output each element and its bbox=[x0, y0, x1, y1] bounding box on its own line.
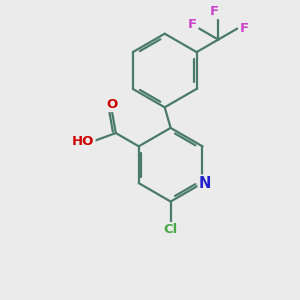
Text: HO: HO bbox=[72, 135, 94, 148]
Text: F: F bbox=[239, 22, 248, 35]
Text: F: F bbox=[188, 18, 197, 31]
Text: O: O bbox=[106, 98, 117, 111]
Text: N: N bbox=[199, 176, 211, 190]
Text: Cl: Cl bbox=[164, 223, 178, 236]
Text: F: F bbox=[209, 5, 218, 18]
